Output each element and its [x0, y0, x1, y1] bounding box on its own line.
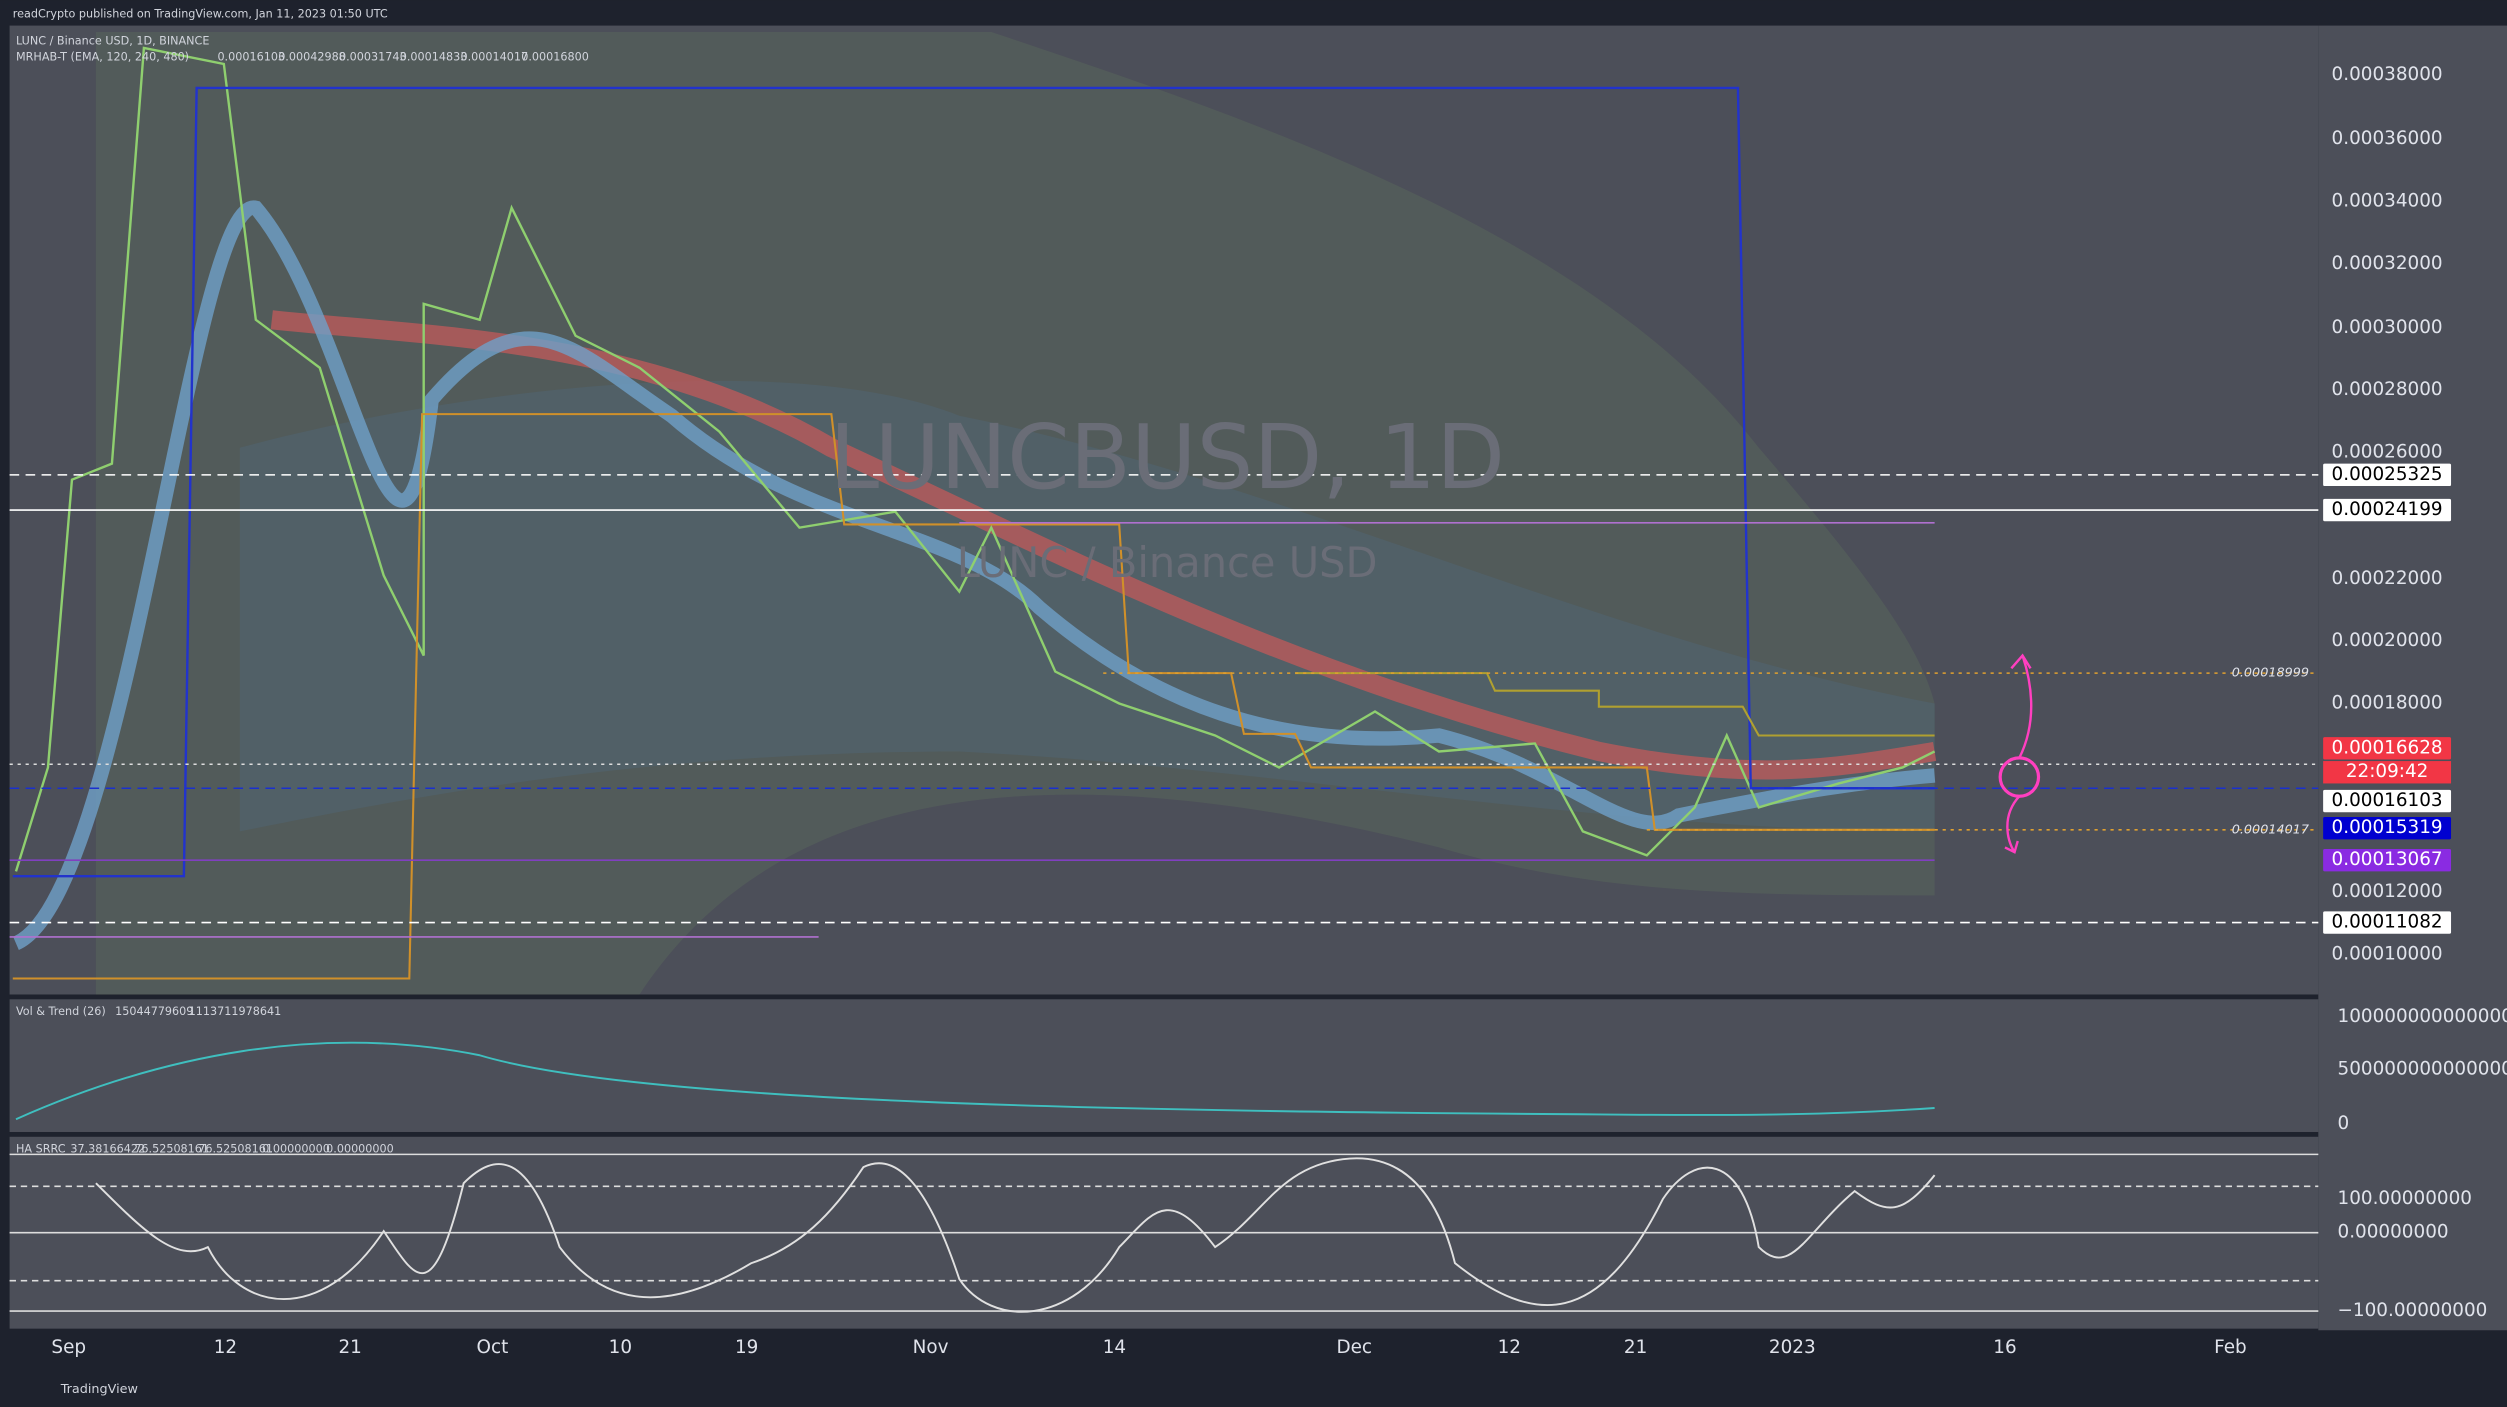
indicator-value: 0.00016103 [217, 51, 285, 64]
volume-trend [15, 1041, 1935, 1121]
price-box-label: 0.00016103 [2332, 790, 2443, 811]
time-label: Dec [1336, 1337, 1372, 1358]
price-box [2323, 498, 2452, 522]
step-line [12, 413, 1935, 980]
price-label: 0.00012000 [2332, 881, 2443, 902]
ema-band [270, 310, 1937, 780]
volume-axis-label: 0 [2338, 1113, 2350, 1134]
time-label: Sep [51, 1337, 86, 1358]
price-box [2323, 761, 2452, 784]
price-box [2323, 463, 2452, 487]
osc-value: 76.52508161 [198, 1143, 273, 1156]
symbol-legend: LUNC / Binance USD, 1D, BINANCE [16, 35, 209, 48]
volume-axis-label: 500000000000000 [2338, 1059, 2507, 1080]
time-label: 21 [338, 1337, 361, 1358]
step-line [1295, 672, 1935, 737]
price-box [2323, 817, 2452, 840]
time-label: Nov [913, 1337, 949, 1358]
time-label: 10 [609, 1337, 632, 1358]
price-box [2323, 911, 2452, 934]
indicator-value: 0.00016800 [521, 51, 589, 64]
time-label: 14 [1103, 1337, 1126, 1358]
price-box [2323, 789, 2452, 813]
osc-value: 0.00000000 [262, 1143, 330, 1156]
volume-axis-label: 1000000000000000 [2338, 1006, 2507, 1027]
osc-axis-label: 0.00000000 [2338, 1222, 2449, 1243]
volume-value: 1113711978641 [189, 1005, 282, 1018]
price-label: 0.00020000 [2332, 630, 2443, 651]
price-label: 0.00026000 [2332, 441, 2443, 462]
osc-value: 37.38166422 [70, 1143, 145, 1156]
price-label: 0.00028000 [2332, 379, 2443, 400]
price-box-label: 0.00013067 [2332, 849, 2443, 870]
watermark: LUNC / Binance USD [957, 538, 1378, 587]
price-label: 0.00034000 [2332, 190, 2443, 211]
price-label: 0.00036000 [2332, 128, 2443, 149]
price-axis [2318, 25, 2507, 1331]
time-label: 21 [1624, 1337, 1647, 1358]
volume-value: 15044779609 [115, 1005, 193, 1018]
price-label: 0.00010000 [2332, 944, 2443, 965]
watermark: LUNCBUSD, 1D [829, 406, 1505, 510]
time-label: 19 [735, 1337, 758, 1358]
line-label: 0.00014017 [2232, 822, 2310, 837]
time-label: 12 [214, 1337, 237, 1358]
price-box [2323, 737, 2452, 760]
osc-axis-label: 100.00000000 [2338, 1188, 2472, 1209]
price-box-label: 0.00011082 [2332, 912, 2443, 933]
price-box-label: 0.00016628 [2332, 737, 2443, 758]
price-box-label: 0.00015319 [2332, 817, 2443, 838]
osc-axis-label: −100.00000000 [2338, 1300, 2488, 1321]
annotation-arrow [2004, 653, 2033, 854]
osc-value: 0.00000000 [326, 1143, 394, 1156]
time-label: 2023 [1769, 1337, 1816, 1358]
line-label: 0.00018999 [2232, 666, 2309, 681]
pane-title: Vol & Trend (26) [16, 1005, 106, 1018]
price-label: 0.00032000 [2332, 253, 2443, 274]
indicator-value: 0.00014833 [400, 51, 468, 64]
price-box-label: 0.00024199 [2332, 499, 2443, 520]
time-label: 12 [1498, 1337, 1521, 1358]
indicator-value: 0.00042988 [278, 51, 346, 64]
oscillator [95, 1157, 1936, 1313]
price-label: 0.00018000 [2332, 693, 2443, 714]
time-label: Oct [477, 1337, 509, 1358]
price-box-label: 0.00025325 [2332, 464, 2443, 485]
pane-title: HA SRRC [16, 1143, 66, 1156]
volume-pane [9, 999, 2319, 1132]
price-label: 0.00022000 [2332, 568, 2443, 589]
countdown: 22:09:42 [2346, 761, 2429, 782]
price-label: 0.00038000 [2332, 64, 2443, 85]
price-label: 0.00030000 [2332, 317, 2443, 338]
publisher: readCrypto published on TradingView.com,… [13, 7, 388, 20]
price-trace [14, 46, 1936, 872]
price-box [2323, 848, 2452, 872]
indicator-legend: MRHAB-T (EMA, 120, 240, 480) [16, 51, 189, 64]
time-label: 16 [1993, 1337, 2016, 1358]
indicator-value: 0.00014017 [460, 51, 528, 64]
box-line [12, 86, 1935, 878]
indicator-value: 0.00031743 [339, 51, 407, 64]
ema-band [12, 200, 1936, 950]
time-label: Feb [2214, 1337, 2247, 1358]
osc-value: 76.52508161 [134, 1143, 209, 1156]
brand: TradingView [60, 1382, 138, 1397]
